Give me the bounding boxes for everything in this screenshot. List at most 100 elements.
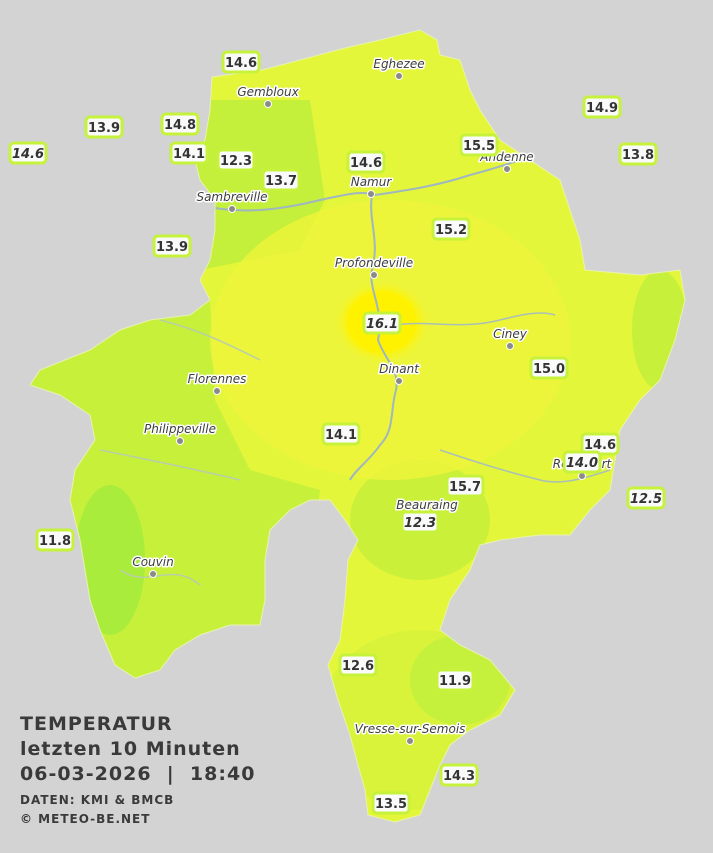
station-value: 14.1: [173, 147, 205, 162]
station: 15.5: [459, 133, 499, 157]
station-box: [618, 142, 658, 166]
city-label: Eghezee: [373, 57, 424, 71]
city-dot: [503, 165, 511, 173]
station-box: [362, 311, 402, 335]
station: 14.6: [221, 50, 261, 74]
station: 14.1: [169, 141, 209, 165]
city-dot: [213, 387, 221, 395]
legend-source: DATEN: KMI & BMCB: [20, 793, 174, 807]
station: 12.5: [626, 486, 666, 510]
city-dot: [395, 72, 403, 80]
legend-copyright: © METEO-BE.NET: [20, 812, 150, 826]
legend-datetime: 06-03-2026 | 18:40: [20, 763, 255, 785]
city-label: Vresse-sur-Semois: [355, 722, 466, 736]
station-box: [152, 234, 192, 258]
city-dot: [395, 377, 403, 385]
station: 15.0: [529, 356, 569, 380]
city-dot: [228, 205, 236, 213]
station-box: [431, 217, 471, 241]
station-value: 13.9: [156, 240, 188, 255]
station-value: 12.3: [220, 154, 252, 169]
station: 15.2: [431, 217, 471, 241]
station: 14.3: [439, 763, 479, 787]
station: 15.7: [445, 474, 485, 498]
city-dot: [406, 737, 414, 745]
station-value: 12.5: [630, 492, 662, 507]
city-label: Profondeville: [335, 256, 413, 270]
city-dot: [370, 271, 378, 279]
station: 13.7: [261, 168, 301, 192]
station-box: [626, 486, 666, 510]
station-box: [346, 150, 386, 174]
station-value: 12.3: [404, 516, 436, 531]
station: 11.8: [35, 528, 75, 552]
station-value: 14.9: [586, 101, 618, 116]
legend-title: TEMPERATUR: [20, 713, 173, 735]
station-value: 15.2: [435, 223, 467, 238]
station-box: [321, 422, 361, 446]
station-box: [435, 668, 475, 692]
station: 14.8: [160, 112, 200, 136]
station: 14.6: [8, 141, 48, 165]
station-value: 15.7: [449, 480, 481, 495]
city-label: Couvin: [132, 555, 173, 569]
city-label: Philippeville: [144, 422, 216, 436]
city-label: Florennes: [188, 372, 247, 386]
station-box: [8, 141, 48, 165]
station-value: 16.1: [366, 317, 398, 332]
station: 13.9: [152, 234, 192, 258]
station-box: [338, 653, 378, 677]
city-label: Namur: [351, 175, 393, 189]
station-value: 13.5: [375, 797, 407, 812]
station-value: 14.6: [584, 438, 616, 453]
station-value: 14.8: [164, 118, 196, 133]
city-dot: [578, 472, 586, 480]
station-box: [562, 450, 602, 474]
station: 13.9: [84, 115, 124, 139]
station-value: 11.8: [39, 534, 71, 549]
station-box: [160, 112, 200, 136]
station-box: [400, 510, 440, 534]
station-box: [529, 356, 569, 380]
city-label: Ciney: [493, 327, 528, 341]
station-value: 14.1: [325, 428, 357, 443]
station-box: [216, 148, 256, 172]
station-value: 15.5: [463, 139, 495, 154]
station: 14.9: [582, 95, 622, 119]
legend: TEMPERATUR letzten 10 Minuten 06-03-2026…: [20, 713, 255, 826]
station-box: [261, 168, 301, 192]
station-box: [35, 528, 75, 552]
station-value: 13.7: [265, 174, 297, 189]
station-box: [439, 763, 479, 787]
station-box: [459, 133, 499, 157]
station-value: 12.6: [342, 659, 374, 674]
city-label: Dinant: [379, 362, 420, 376]
city-dot: [367, 190, 375, 198]
station-value: 11.9: [439, 674, 471, 689]
legend-subtitle: letzten 10 Minuten: [20, 738, 241, 760]
city-label: Gembloux: [237, 85, 299, 99]
city-dot: [264, 100, 272, 108]
station-box: [84, 115, 124, 139]
city-dot: [176, 437, 184, 445]
station-box: [445, 474, 485, 498]
station: 14.1: [321, 422, 361, 446]
station: 14.0: [562, 450, 602, 474]
station: 11.9: [435, 668, 475, 692]
station-value: 14.0: [566, 456, 598, 471]
station: 12.3: [216, 148, 256, 172]
station: 13.5: [371, 791, 411, 815]
station-box: [582, 95, 622, 119]
station-box: [169, 141, 209, 165]
station-box: [221, 50, 261, 74]
station-value: 15.0: [533, 362, 565, 377]
station: 12.3: [400, 510, 440, 534]
station-box: [371, 791, 411, 815]
city-dot: [149, 570, 157, 578]
station-value: 14.6: [225, 56, 257, 71]
station-value: 13.9: [88, 121, 120, 136]
station: 14.6: [346, 150, 386, 174]
station-value: 14.6: [350, 156, 382, 171]
city-label: Sambreville: [196, 190, 267, 204]
station: 13.8: [618, 142, 658, 166]
